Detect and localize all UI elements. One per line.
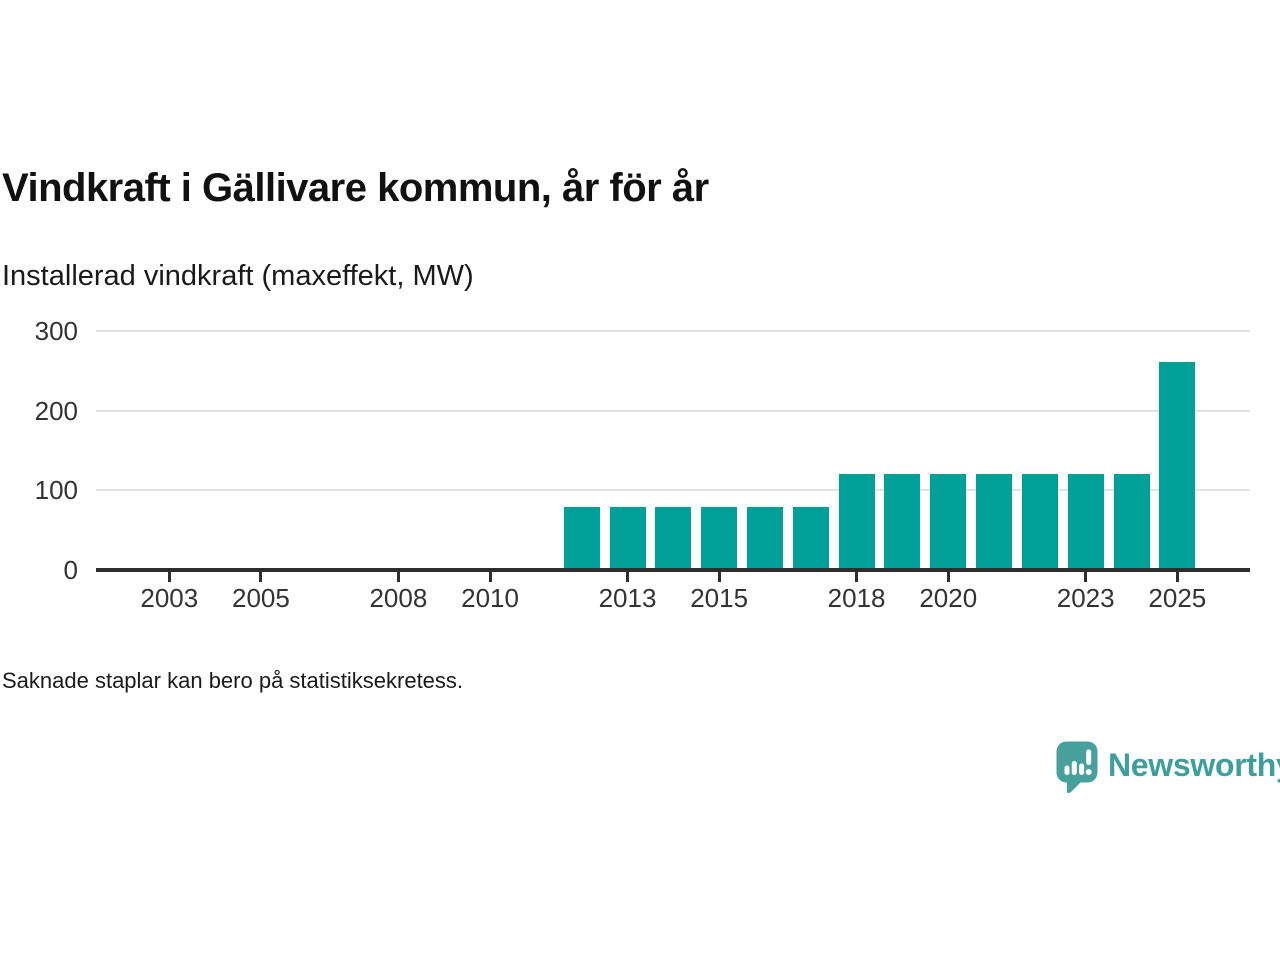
newsworthy-logo-icon: [1056, 741, 1098, 794]
bar: [930, 473, 967, 570]
x-tick: [626, 572, 629, 582]
bar: [655, 507, 692, 570]
gridline: [96, 489, 1250, 492]
x-tick-label: 2008: [369, 583, 428, 613]
x-tick: [717, 572, 721, 582]
x-tick-label: 2020: [919, 583, 978, 613]
y-tick-label: 200: [34, 395, 78, 426]
bar-chart: 0 100 200 300 2003 2005 2008 2010 2013 2015 2018 20…: [0, 316, 1280, 630]
chart-title: Vindkraft i Gällivare kommun, år för år: [2, 166, 709, 210]
x-tick: [396, 572, 400, 582]
bar: [1067, 473, 1104, 570]
x-tick-label: 2023: [1056, 583, 1115, 613]
x-tick: [855, 572, 859, 582]
bar: [792, 507, 829, 570]
y-tick-label: 0: [63, 555, 78, 585]
x-tick-label: 2013: [598, 583, 657, 613]
x-tick-label: 2005: [232, 583, 290, 613]
bar: [563, 507, 600, 570]
gridline: [96, 409, 1250, 412]
gridline: [96, 330, 1250, 333]
x-tick-label: 2025: [1148, 583, 1207, 613]
x-tick: [488, 572, 492, 582]
x-tick-label: 2018: [827, 583, 886, 613]
x-tick: [946, 572, 950, 582]
bar: [609, 507, 646, 570]
x-tick-label: 2015: [690, 583, 749, 613]
x-tick-label: 2003: [140, 583, 199, 613]
bar: [1113, 473, 1150, 570]
x-axis: [96, 568, 1250, 572]
x-tick: [259, 572, 263, 582]
x-tick: [167, 572, 171, 582]
brand: Newsworthy: [1056, 741, 1280, 795]
x-tick-label: 2010: [461, 583, 519, 613]
bar: [838, 473, 875, 570]
bar: [884, 473, 921, 570]
brand-name: Newsworthy: [1108, 747, 1280, 783]
bar: [701, 507, 738, 570]
bar: [1159, 362, 1196, 570]
bar: [746, 507, 783, 570]
bar: [976, 473, 1013, 570]
footnote: Saknade staplar kan bero på statistiksek…: [2, 668, 464, 693]
x-tick: [1084, 572, 1088, 582]
bar: [1021, 473, 1058, 570]
y-tick-label: 100: [34, 475, 78, 506]
y-tick-label: 300: [34, 316, 78, 347]
x-tick: [1175, 572, 1179, 582]
chart-subtitle: Installerad vindkraft (maxeffekt, MW): [2, 260, 474, 292]
